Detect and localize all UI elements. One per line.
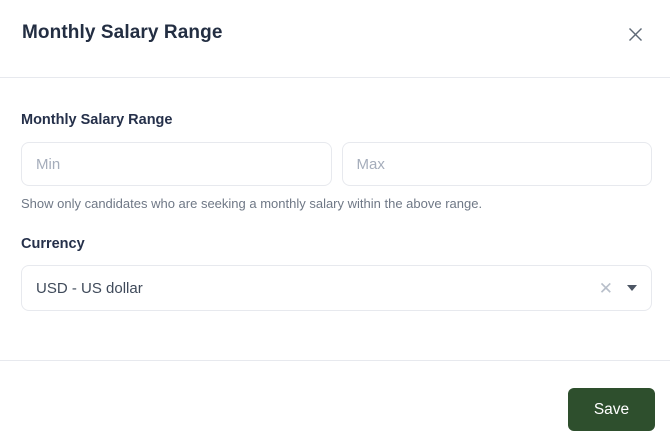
dialog-title: Monthly Salary Range xyxy=(22,22,223,43)
salary-range-inputs xyxy=(21,142,652,186)
dialog-body: Monthly Salary Range Show only candidate… xyxy=(0,78,670,360)
save-button[interactable]: Save xyxy=(568,388,655,431)
salary-range-helper-text: Show only candidates who are seeking a m… xyxy=(21,196,483,211)
currency-selected-value: USD - US dollar xyxy=(36,279,143,297)
close-icon xyxy=(627,28,644,46)
chevron-down-icon[interactable] xyxy=(627,285,637,291)
salary-range-label: Monthly Salary Range xyxy=(21,112,173,128)
close-button[interactable] xyxy=(625,24,646,45)
dialog-header: Monthly Salary Range xyxy=(0,0,670,78)
min-salary-input[interactable] xyxy=(21,142,332,186)
currency-select-controls: ✕ xyxy=(598,280,637,297)
dialog-footer: Save xyxy=(0,360,670,437)
max-salary-input[interactable] xyxy=(341,142,652,186)
currency-select[interactable]: USD - US dollar ✕ xyxy=(21,265,652,311)
currency-label: Currency xyxy=(21,236,85,252)
clear-icon[interactable]: ✕ xyxy=(598,278,613,298)
